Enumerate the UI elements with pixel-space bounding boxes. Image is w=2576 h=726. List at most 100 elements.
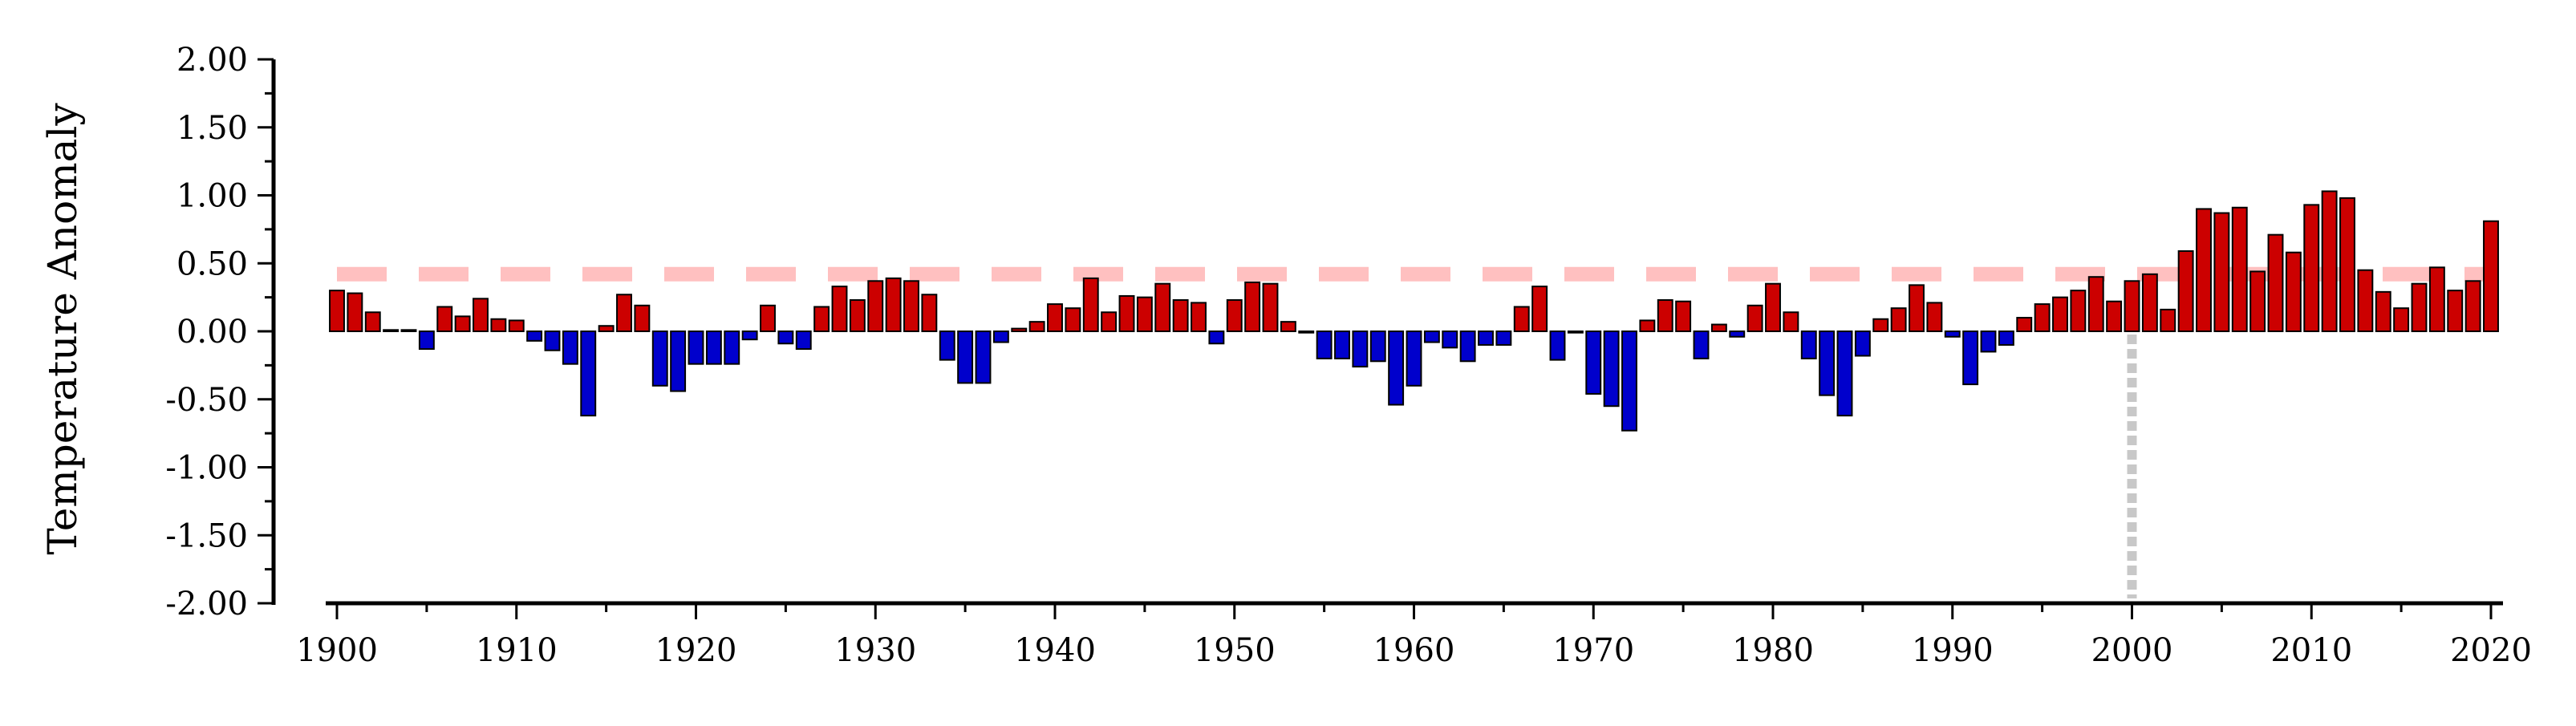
bar-2010	[2303, 204, 2320, 332]
bar-1918	[651, 331, 668, 387]
y-tick-label: 2.00	[176, 42, 248, 79]
bar-2019	[2464, 280, 2481, 333]
bar-1901	[347, 292, 363, 333]
bar-1900	[329, 290, 345, 332]
bar-2015	[2393, 307, 2410, 332]
bar-1988	[1909, 284, 1925, 332]
bar-1990	[1944, 331, 1961, 338]
bar-1908	[473, 298, 489, 333]
bar-1961	[1423, 331, 1440, 343]
bar-1994	[2016, 317, 2033, 332]
bar-1906	[436, 306, 453, 332]
bar-1912	[544, 331, 561, 351]
bar-1959	[1388, 331, 1405, 406]
bar-1974	[1657, 299, 1673, 333]
bar-1916	[616, 294, 632, 332]
bar-1941	[1065, 307, 1081, 332]
bar-1905	[418, 331, 435, 351]
y-tick-label: -1.50	[165, 517, 248, 554]
bar-2006	[2231, 206, 2248, 332]
bar-2001	[2141, 273, 2158, 332]
x-tick-label: 1940	[1014, 632, 1096, 669]
bar-1965	[1495, 331, 1512, 346]
bar-1993	[1998, 331, 2014, 346]
bar-1926	[795, 331, 812, 351]
bar-1950	[1226, 299, 1243, 333]
bar-1952	[1262, 282, 1279, 332]
bar-1929	[849, 299, 866, 333]
bar-1914	[580, 331, 597, 417]
bar-1922	[724, 331, 740, 365]
bar-1927	[813, 306, 830, 332]
bar-1920	[688, 331, 704, 365]
y-tick-label: 1.50	[176, 110, 248, 147]
bar-1946	[1154, 282, 1171, 332]
bar-1932	[903, 280, 919, 333]
x-tick-label: 1920	[655, 632, 737, 669]
bar-2013	[2357, 269, 2374, 333]
bar-1936	[975, 331, 992, 384]
bar-1984	[1836, 331, 1853, 417]
x-tick-label: 1950	[1194, 632, 1276, 669]
bar-1962	[1442, 331, 1458, 349]
bar-1943	[1101, 311, 1118, 332]
bar-1955	[1316, 331, 1333, 359]
x-tick-label: 1970	[1552, 632, 1634, 669]
bar-2018	[2447, 290, 2464, 332]
bar-1935	[957, 331, 974, 384]
bar-1938	[1011, 327, 1028, 332]
bar-1979	[1746, 304, 1763, 333]
bar-2002	[2160, 308, 2176, 333]
bar-1934	[939, 331, 955, 361]
bar-1902	[364, 311, 381, 332]
bar-1954	[1298, 331, 1315, 334]
bar-1925	[777, 331, 794, 345]
y-tick-label: -2.00	[165, 586, 248, 623]
y-tick-label: -1.00	[165, 450, 248, 487]
x-tick-label: 2020	[2450, 632, 2532, 669]
bar-1907	[454, 315, 471, 333]
x-tick-label: 1980	[1732, 632, 1814, 669]
bar-1921	[705, 331, 722, 365]
bar-1971	[1603, 331, 1620, 408]
bar-1966	[1513, 306, 1530, 332]
bar-1956	[1334, 331, 1350, 359]
y-tick-label: 0.50	[176, 245, 248, 282]
bar-1980	[1765, 282, 1781, 332]
bar-1999	[2106, 300, 2123, 332]
bar-1986	[1872, 318, 1889, 332]
bar-1964	[1478, 331, 1494, 346]
bar-1981	[1783, 311, 1799, 332]
bar-2014	[2375, 290, 2391, 332]
bar-1944	[1118, 294, 1135, 332]
bar-2008	[2267, 233, 2284, 332]
bar-2005	[2213, 212, 2230, 332]
bar-1989	[1926, 302, 1943, 332]
bar-1963	[1459, 331, 1476, 363]
bar-1957	[1352, 331, 1369, 368]
x-tick-label: 2000	[2091, 632, 2173, 669]
bar-1939	[1028, 321, 1045, 333]
bar-1985	[1854, 331, 1871, 357]
bar-1917	[634, 304, 651, 333]
bar-1975	[1675, 300, 1692, 332]
bar-1903	[383, 329, 400, 332]
bar-1948	[1191, 302, 1207, 332]
bar-1923	[741, 331, 758, 341]
bar-1972	[1621, 331, 1637, 432]
bar-1970	[1585, 331, 1602, 395]
bar-2009	[2285, 251, 2302, 332]
bar-1998	[2087, 276, 2104, 333]
bar-1960	[1406, 331, 1422, 387]
bar-1978	[1729, 331, 1746, 338]
bar-1973	[1639, 319, 1656, 333]
bar-1930	[867, 280, 884, 333]
bar-1909	[490, 318, 507, 332]
bar-1942	[1082, 277, 1099, 332]
y-axis-title: Temperature Anomaly	[39, 103, 86, 555]
bar-1910	[508, 319, 525, 333]
bar-1947	[1172, 299, 1189, 333]
x-tick-label: 1990	[1912, 632, 1994, 669]
bar-1937	[992, 331, 1009, 343]
